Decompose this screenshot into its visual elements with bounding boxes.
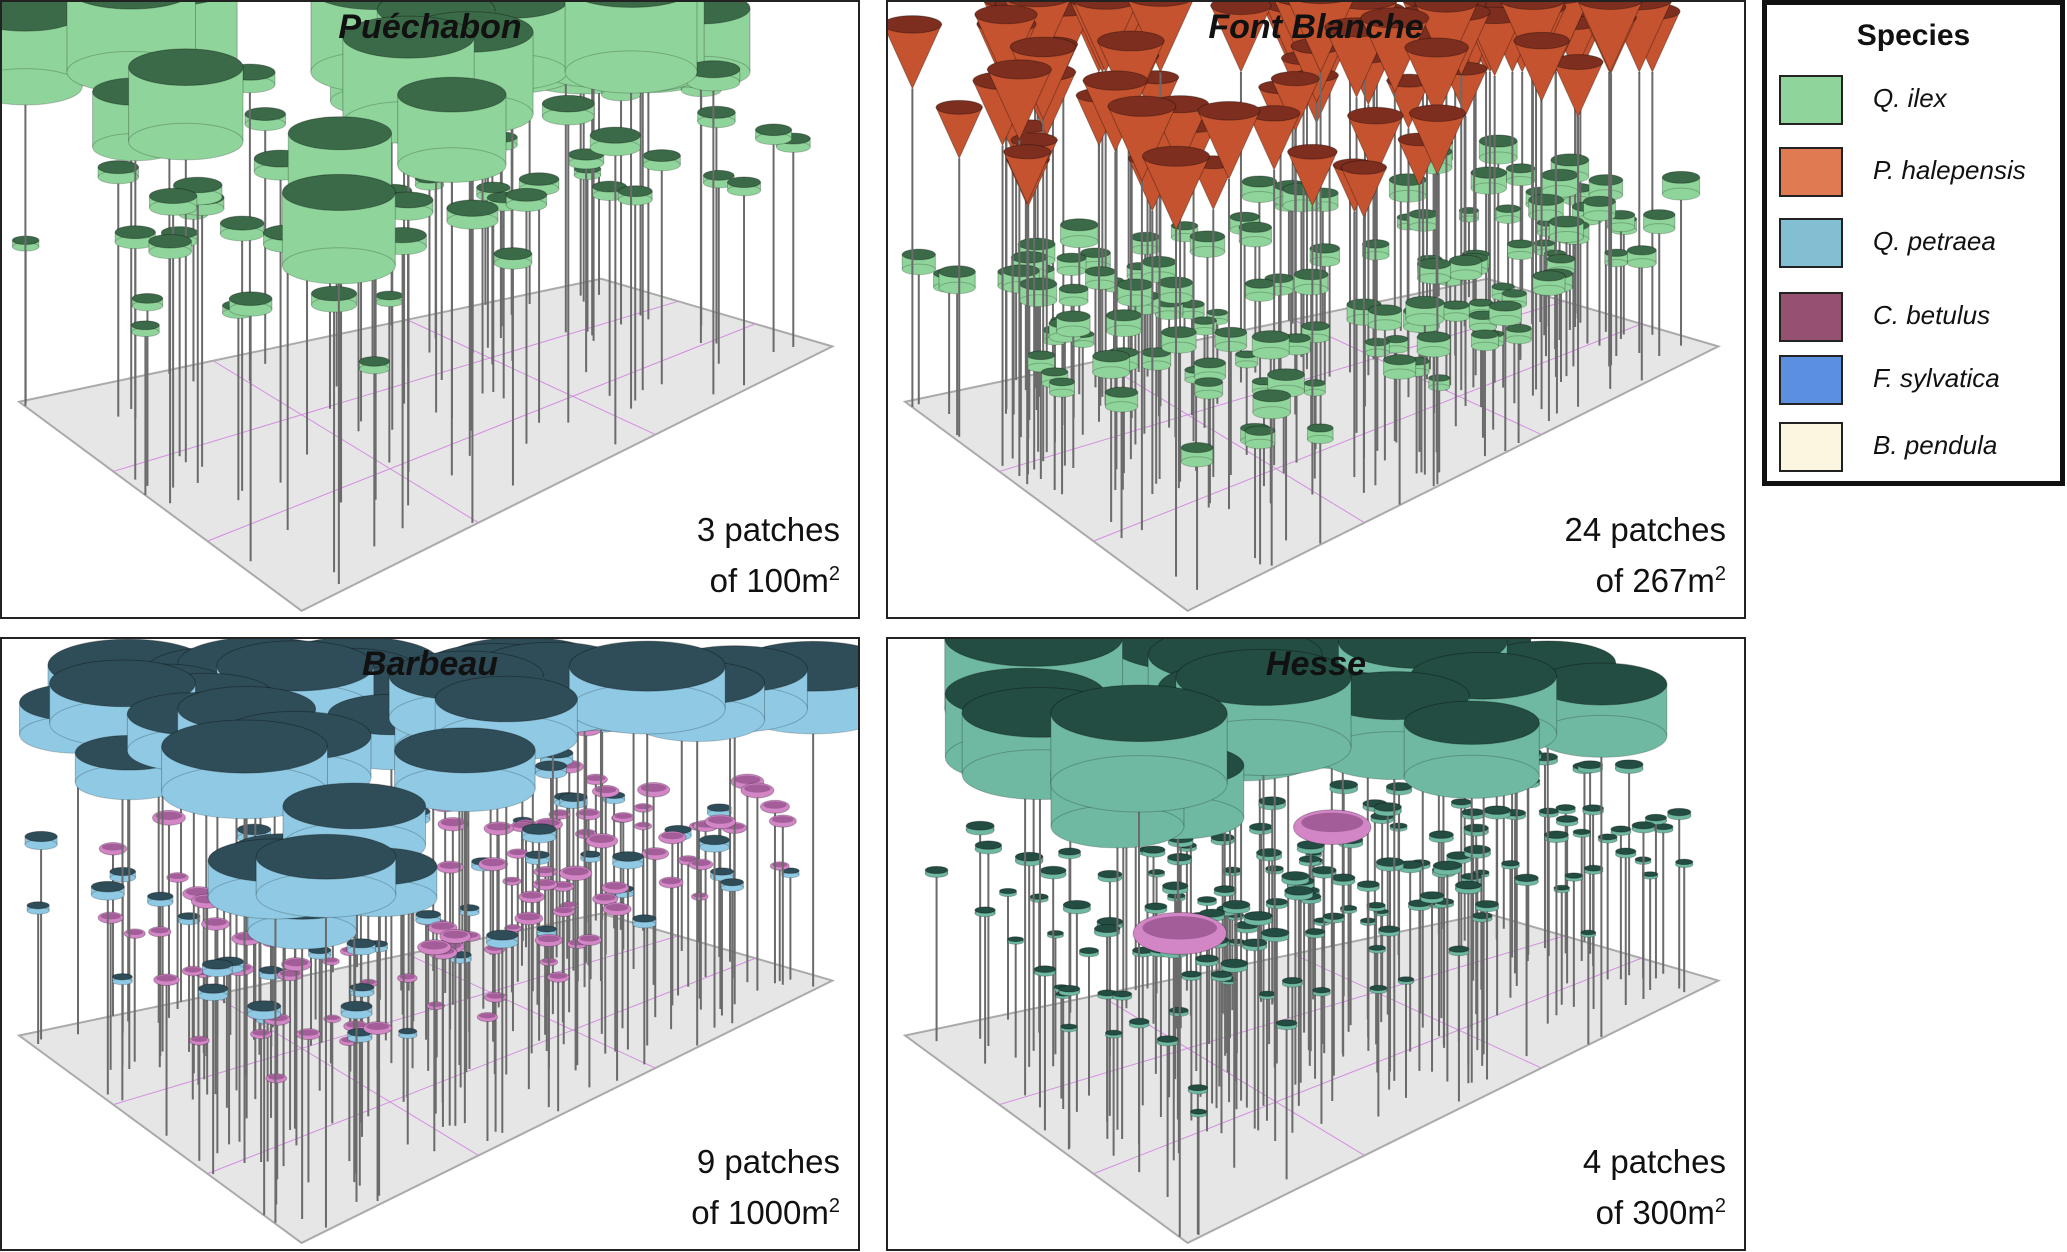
legend-item-f-sylvatica: F. sylvatica	[1779, 355, 2059, 405]
legend-label: B. pendula	[1873, 430, 1998, 460]
scene-hesse	[902, 639, 1722, 1245]
patch-area: of 100m2	[709, 562, 840, 599]
panel-title: Puéchabon	[338, 8, 522, 46]
patch-count: 24 patches	[1564, 511, 1726, 548]
legend-label: Q. petraea	[1873, 226, 1996, 256]
legend-swatch	[1779, 355, 1843, 405]
trees	[888, 2, 1701, 590]
patch-count: 4 patches	[1582, 1143, 1726, 1180]
legend-item-p-halepensis: P. halepensis	[1779, 147, 2059, 197]
panel-info: 4 patches of 300m2	[1583, 1140, 1726, 1235]
legend-item-q-petraea: Q. petraea	[1779, 218, 2059, 268]
legend-swatch	[1779, 422, 1843, 472]
legend-item-c-betulus: C. betulus	[1779, 292, 2059, 342]
legend-swatch	[1779, 218, 1843, 268]
panel-title: Barbeau	[361, 645, 499, 683]
panel-puechabon: Puéchabon 3 patches of 100m2	[0, 0, 860, 619]
species-legend: Species Q. ilex P. halepensis Q. petraea…	[1762, 0, 2065, 486]
panel-hesse: Hesse 4 patches of 300m2	[886, 637, 1746, 1251]
panel-info: 3 patches of 100m2	[697, 508, 840, 603]
panel-font-blanche: Font Blanche 24 patches of 267m2	[886, 0, 1746, 619]
trees	[19, 639, 858, 1228]
panel-info: 9 patches of 1000m2	[691, 1140, 840, 1235]
legend-item-b-pendula: B. pendula	[1779, 422, 2059, 472]
legend-label: F. sylvatica	[1873, 363, 2000, 393]
legend-swatch	[1779, 147, 1843, 197]
patch-area: of 1000m2	[691, 1194, 840, 1231]
patch-count: 3 patches	[696, 511, 840, 548]
legend-swatch	[1779, 292, 1843, 342]
legend-swatch	[1779, 75, 1843, 125]
ground-plot	[16, 277, 836, 613]
patch-count: 9 patches	[696, 1143, 840, 1180]
scene-font-blanche	[888, 2, 1722, 613]
patch-area: of 267m2	[1595, 562, 1726, 599]
panel-barbeau: Barbeau 9 patches of 1000m2	[0, 637, 860, 1251]
panel-title: Font Blanche	[1208, 8, 1424, 46]
legend-label: P. halepensis	[1873, 155, 2026, 185]
panel-info: 24 patches of 267m2	[1565, 508, 1726, 603]
legend-title: Species	[1856, 19, 1971, 52]
scene-barbeau	[16, 639, 858, 1245]
trees	[924, 639, 1694, 1237]
trees	[2, 2, 811, 584]
legend-item-q-ilex: Q. ilex	[1779, 75, 2059, 125]
patch-area: of 300m2	[1595, 1194, 1726, 1231]
scene-puechabon	[2, 2, 836, 613]
panel-title: Hesse	[1265, 645, 1367, 683]
legend-label: C. betulus	[1873, 300, 1991, 330]
legend-label: Q. ilex	[1873, 83, 1947, 113]
